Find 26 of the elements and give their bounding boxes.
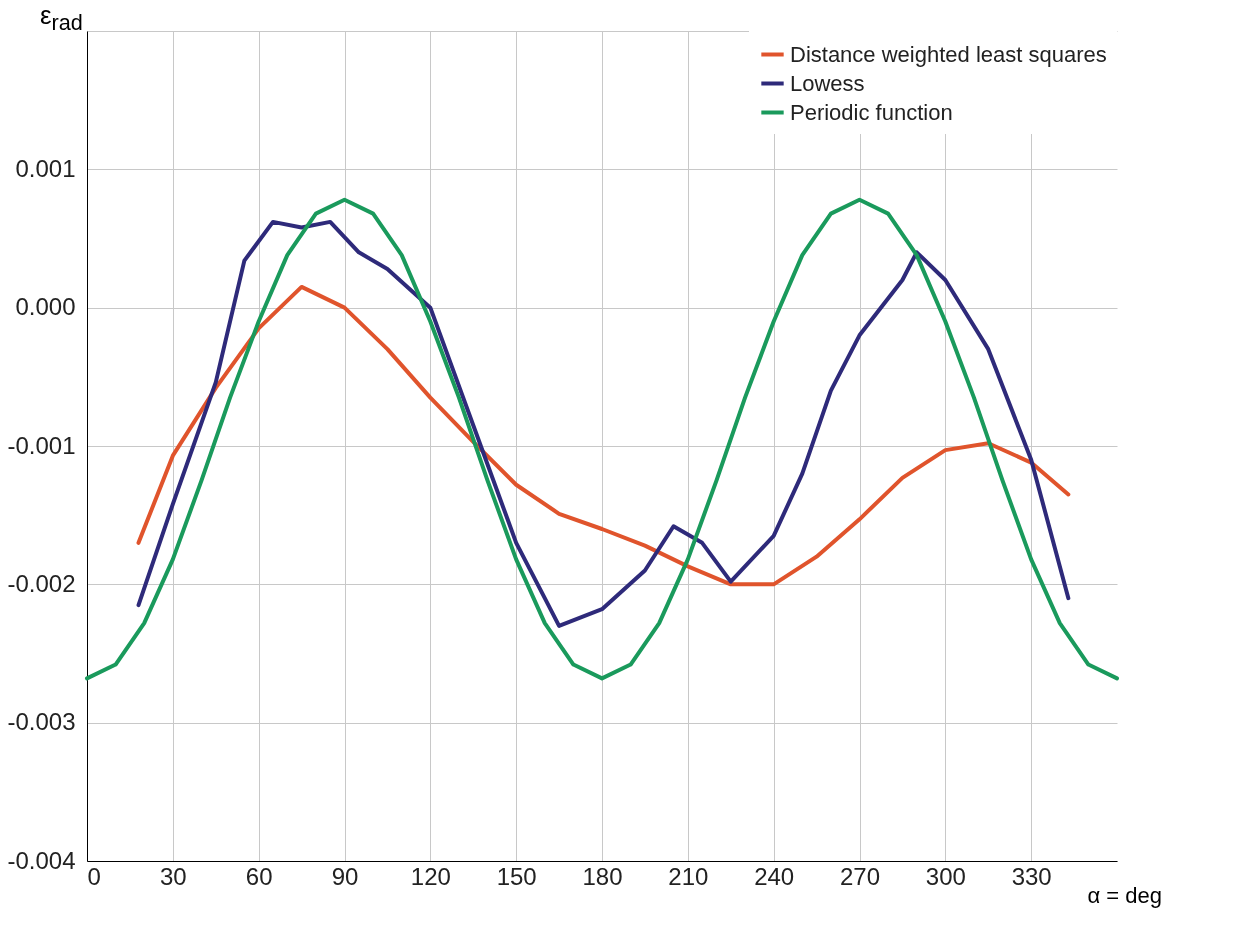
x-tick-label: 120 — [410, 862, 451, 890]
y-tick-label: 0.000 — [15, 293, 76, 321]
y-tick-label: -0.004 — [7, 846, 76, 874]
y-axis-title: ε$_{rad}$ — [40, 0, 83, 37]
x-tick-label: 180 — [582, 862, 623, 890]
legend-label: Periodic function — [790, 99, 953, 125]
x-tick-label: 240 — [754, 862, 795, 890]
x-tick-label: 210 — [668, 862, 709, 890]
y-tick-label: -0.002 — [7, 569, 76, 597]
x-tick-label: 300 — [925, 862, 966, 890]
line-series — [136, 219, 1071, 628]
x-tick-label: 30 — [159, 862, 187, 890]
x-tick-label: 150 — [496, 862, 537, 890]
x-tick-label: 330 — [1011, 862, 1052, 890]
y-tick-label: -0.003 — [7, 708, 76, 736]
x-tick-label: 0 — [87, 862, 101, 890]
x-tick-label: 270 — [839, 862, 881, 890]
y-tick-label: 0.001 — [15, 154, 76, 182]
x-axis-title: α = deg — [1087, 882, 1162, 908]
line-series — [85, 197, 1119, 681]
legend-label: Distance weighted least squares — [790, 41, 1107, 67]
y-tick-label: -0.001 — [7, 431, 76, 459]
legend-label: Lowess — [790, 70, 865, 96]
x-tick-label: 90 — [331, 862, 359, 890]
x-tick-label: 60 — [245, 862, 273, 890]
line-series — [136, 284, 1071, 587]
